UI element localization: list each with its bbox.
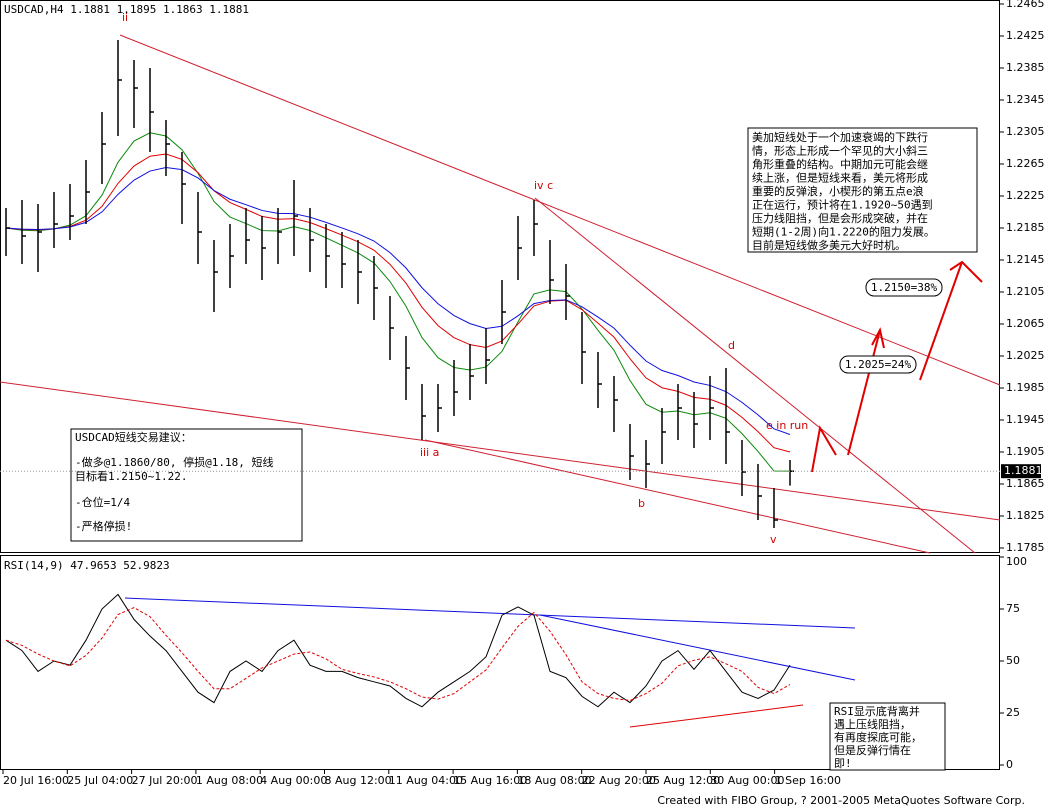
- y-tick-label: 1.1825: [1006, 509, 1045, 522]
- x-tick-label: 18 Aug 08:00: [517, 774, 591, 787]
- x-tick-label: 30 Aug 00:00: [710, 774, 784, 787]
- x-tick-label: 25 Aug 12:00: [646, 774, 720, 787]
- x-tick-label: 27 Jul 20:00: [132, 774, 198, 787]
- rsi-comment-line: RSI显示底背离并: [834, 704, 920, 718]
- comment-line: 正在运行，预计将在1.1920~50遇到: [752, 199, 933, 212]
- trendlines: [0, 34, 1001, 554]
- comment-line: 重要的反弹浪，小楔形的第五点e浪: [752, 184, 924, 198]
- moving-average: [5, 132, 791, 472]
- fib-badge: [839, 355, 917, 374]
- fib-badge: [865, 278, 943, 297]
- chart-title: USDCAD,H4 1.1881 1.1895 1.1863 1.1881: [4, 3, 249, 16]
- x-tick-label: 15 Aug 16:00: [453, 774, 527, 787]
- x-tick-label: 22 Aug 20:00: [582, 774, 656, 787]
- fib-label: 1.2150=38%: [871, 281, 938, 294]
- x-tick-label: 4 Aug 00:00: [260, 774, 327, 787]
- footer: Created with FIBO Group, ? 2001-2005 Met…: [657, 794, 1025, 807]
- moving-average: [5, 153, 791, 453]
- y-tick-label: 1.2305: [1006, 125, 1045, 138]
- y-tick-label: 1.2145: [1006, 253, 1045, 266]
- y-tick-label: 1.2225: [1006, 189, 1045, 202]
- x-tick-label: 25 Jul 04:00: [67, 774, 133, 787]
- rsi-comment-line: 但是反弹行情在: [834, 743, 911, 757]
- x-tick-label: 1 Sep 16:00: [775, 774, 841, 787]
- rsi-line: [5, 593, 791, 708]
- fib-label: 1.2025=24%: [845, 358, 912, 371]
- y-tick-label: 1.2065: [1006, 317, 1045, 330]
- x-tick-label: 1 Aug 08:00: [196, 774, 263, 787]
- advice-line: -做多@1.1860/80, 停损@1.18, 短线: [75, 455, 273, 469]
- advice-line: 目标看1.2150~1.22.: [75, 469, 187, 483]
- rsi-comment-box: [829, 702, 946, 771]
- comment-line: 角形重叠的结构。中期加元可能会继: [752, 157, 928, 171]
- y-tick-label: 100: [1006, 555, 1027, 568]
- advice-line: -严格停损!: [75, 519, 132, 533]
- y-tick-label: 1.2105: [1006, 285, 1045, 298]
- price-marker-label: 1.1881: [1004, 464, 1043, 477]
- y-tick-label: 1.2425: [1006, 29, 1045, 42]
- rsi-title: RSI(14,9) 47.9653 52.9823: [4, 559, 170, 572]
- price-marker: [1001, 464, 1041, 479]
- y-tick-label: 0: [1006, 758, 1013, 771]
- x-tick-label: 8 Aug 12:00: [325, 774, 392, 787]
- y-tick-label: 1.2345: [1006, 93, 1045, 106]
- y-tick-label: 1.2385: [1006, 61, 1045, 74]
- y-tick-label: 1.1865: [1006, 477, 1045, 490]
- comment-line: 美加短线处于一个加速衰竭的下跌行: [752, 130, 928, 144]
- y-tick-label: 1.2465: [1006, 0, 1045, 10]
- advice-box: [70, 428, 303, 542]
- rsi-signal: [5, 607, 791, 702]
- x-tick-label: 11 Aug 04:00: [389, 774, 463, 787]
- rsi-comment-line: 有再度探底可能，: [834, 730, 922, 744]
- wave-label: iii a: [420, 446, 439, 459]
- y-tick-label: 1.2025: [1006, 349, 1045, 362]
- y-tick-label: 1.1785: [1006, 541, 1045, 554]
- comment-line: 短期(1-2周)向1.2220的阻力发展。: [752, 225, 935, 239]
- y-tick-label: 1.1905: [1006, 445, 1045, 458]
- comment-line: 情，形态上形成一个罕见的大小斜三: [752, 144, 928, 158]
- rsi-support-line: [629, 704, 804, 728]
- y-tick-label: 50: [1006, 654, 1020, 667]
- x-tick-label: 20 Jul 16:00: [3, 774, 69, 787]
- wave-label: b: [638, 497, 645, 510]
- y-tick-label: 1.2265: [1006, 157, 1045, 170]
- wave-label: e in run: [766, 419, 808, 432]
- comment-line: 续上涨，但是短线来看，美元将形成: [752, 171, 928, 185]
- y-tick-label: 1.2185: [1006, 221, 1045, 234]
- comment-box: [747, 127, 978, 253]
- comment-line: 压力线阻挡，但是会形成突破，并在: [752, 211, 928, 225]
- wave-label: d: [728, 339, 735, 352]
- y-tick-label: 1.1985: [1006, 381, 1045, 394]
- rsi-trendlines: [124, 597, 856, 681]
- advice-line: USDCAD短线交易建议：: [75, 430, 192, 444]
- comment-line: 目前是短线做多美元大好时机。: [752, 238, 906, 252]
- advice-line: -仓位=1/4: [75, 495, 130, 509]
- y-tick-label: 1.1945: [1006, 413, 1045, 426]
- wave-label: v: [770, 533, 777, 546]
- y-tick-label: 75: [1006, 602, 1020, 615]
- wave-label: iv c: [534, 179, 553, 192]
- moving-average: [5, 166, 791, 435]
- projection-arrows: [811, 260, 983, 473]
- rsi-comment-line: 遇上压线阻挡，: [834, 717, 911, 731]
- y-tick-label: 25: [1006, 706, 1020, 719]
- wave-label: ii: [122, 11, 128, 24]
- rsi-comment-line: 即!: [834, 757, 852, 770]
